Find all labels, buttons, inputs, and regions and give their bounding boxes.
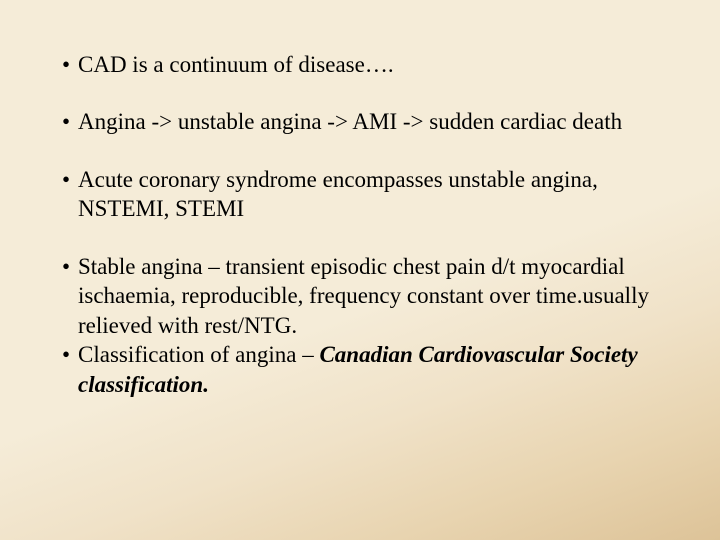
bullet-dot: • (60, 107, 78, 136)
list-item: • Classification of angina – Canadian Ca… (60, 340, 660, 399)
bullet-text: Stable angina – transient episodic chest… (78, 252, 660, 340)
bullet-text: Angina -> unstable angina -> AMI -> sudd… (78, 107, 660, 136)
bullet-dot: • (60, 252, 78, 281)
bullet-dot: • (60, 165, 78, 194)
bullet-text-prefix: Classification of angina – (78, 342, 319, 367)
bullet-text: Acute coronary syndrome encompasses unst… (78, 165, 660, 224)
bullet-text: Classification of angina – Canadian Card… (78, 340, 660, 399)
list-item: • Acute coronary syndrome encompasses un… (60, 165, 660, 224)
list-item: • Stable angina – transient episodic che… (60, 252, 660, 340)
list-item: • Angina -> unstable angina -> AMI -> su… (60, 107, 660, 136)
slide: • CAD is a continuum of disease…. • Angi… (60, 50, 660, 500)
bullet-dot: • (60, 340, 78, 369)
bullet-list: • CAD is a continuum of disease…. • Angi… (60, 50, 660, 399)
bullet-dot: • (60, 50, 78, 79)
list-item: • CAD is a continuum of disease…. (60, 50, 660, 79)
bullet-text: CAD is a continuum of disease…. (78, 50, 660, 79)
